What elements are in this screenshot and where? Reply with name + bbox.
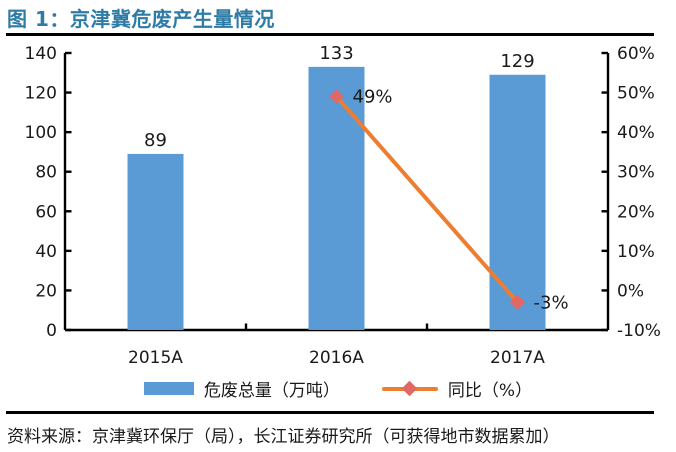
y-axis-left-tick-label: 60 [35,202,57,222]
line-marker-2017A [510,294,525,310]
y-axis-left-tick-label: 80 [35,163,57,183]
line-marker-2016A [329,89,344,105]
y-axis-left-tick-label: 120 [25,84,57,104]
bar-2017A [489,74,546,330]
y-axis-right-tick-label: 50% [617,84,655,104]
footer-divider [6,411,654,414]
chart-plot: 0 20 40 60 80 100 120 140 -10% 0% 10% 20% 30% 40% 50% 6… [25,43,661,368]
y-axis-right-tick-label: 40% [617,123,655,143]
bar-2015A [127,153,184,330]
y-axis-right-tick-label: -10% [617,321,661,341]
y-axis-left-tick-label: 0 [46,321,57,341]
legend-bar-label: 危废总量（万吨） [203,381,340,401]
title-divider [6,33,654,36]
y-axis-right-tick-label: 0% [617,281,644,301]
y-axis-right-tick-label: 20% [617,202,655,222]
y-axis-right-tick-label: 10% [617,242,655,262]
bar-value-label: 89 [144,130,167,151]
bar-value-label: 133 [319,43,353,64]
legend-item-line-series: 同比（%） [381,376,533,401]
x-axis-label: 2017A [490,348,545,368]
x-axis-label: 2015A [128,348,183,368]
legend-line-swatch-icon [381,380,438,396]
x-axis-label: 2016A [309,348,364,368]
legend-item-bar-series: 危废总量（万吨） [143,376,340,401]
bar-value-label: 129 [500,51,534,72]
legend-bar-swatch-icon [143,382,194,395]
line-value-label: 49% [353,87,393,108]
y-axis-left-tick-label: 140 [25,44,57,64]
line-series [334,95,520,304]
line-value-label: -3% [534,292,569,313]
y-axis-left-tick-label: 40 [35,242,57,262]
y-axis-right-tick-label: 60% [617,44,655,64]
y-axis-left-tick-label: 20 [35,281,57,301]
y-axis-left-tick-label: 100 [25,123,57,143]
source-note: 资料来源：京津冀环保厅（局），长江证券研究所（可获得地市数据累加） [7,427,560,447]
chart-legend: 危废总量（万吨） 同比（%） [0,376,676,401]
y-axis-right-tick-label: 30% [617,163,655,183]
bar-2016A [308,66,365,330]
legend-line-label: 同比（%） [447,381,533,401]
figure-title: 图 1：京津冀危废产生量情况 [7,7,275,31]
